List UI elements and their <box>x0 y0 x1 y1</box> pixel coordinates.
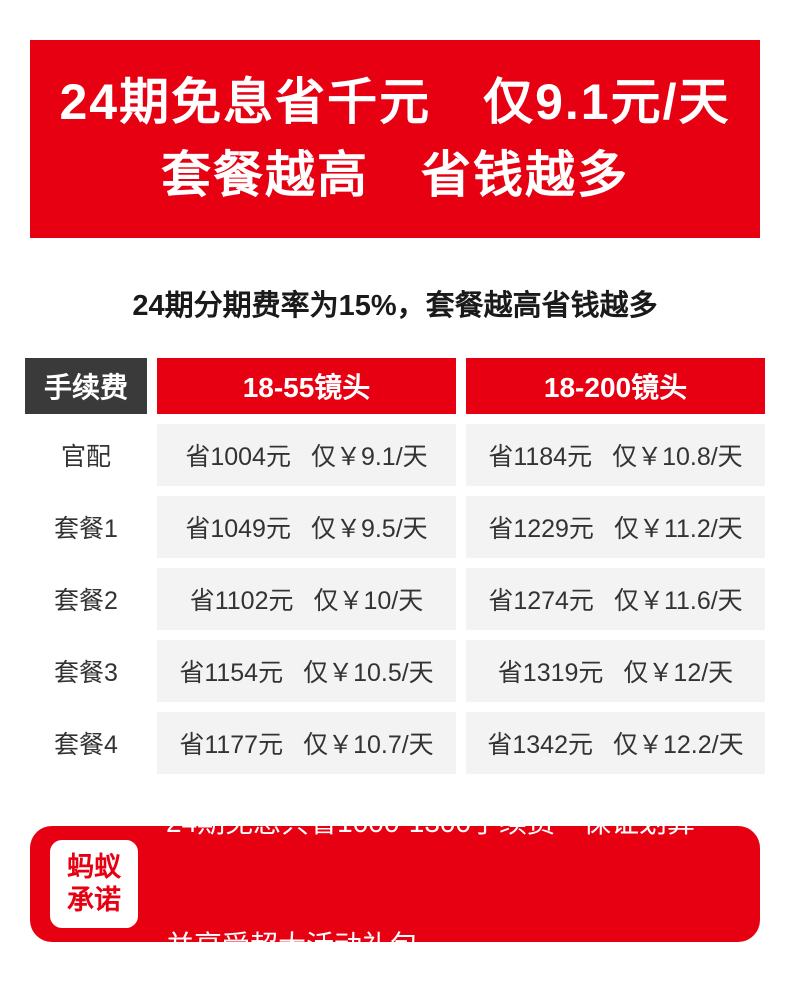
fee-cell: 省1102元 仅￥10/天 <box>157 568 456 630</box>
daily-price: 仅￥11.6/天 <box>613 587 743 615</box>
fee-cell: 省1319元 仅￥12/天 <box>466 640 765 702</box>
hero-headline-line1: 24期免息省千元 仅9.1元/天 <box>59 74 731 130</box>
saving-amount: 省1229元 <box>488 515 594 543</box>
promise-text-line1: 24期免息共省1000-1300手续费 保证划算 <box>166 807 696 838</box>
row-label: 套餐4 <box>25 712 147 774</box>
daily-price: 仅￥10.5/天 <box>303 659 434 687</box>
daily-price: 仅￥12.2/天 <box>613 731 744 759</box>
saving-amount: 省1184元 <box>488 443 593 471</box>
promise-text-line2: 并享受超大活动礼包 <box>166 930 419 961</box>
saving-amount: 省1154元 <box>179 659 284 687</box>
row-label: 套餐1 <box>25 496 147 558</box>
saving-amount: 省1342元 <box>487 731 593 759</box>
daily-price: 仅￥9.5/天 <box>310 515 428 543</box>
daily-price: 仅￥9.1/天 <box>310 443 428 471</box>
daily-price: 仅￥10.7/天 <box>303 731 434 759</box>
row-label: 套餐3 <box>25 640 147 702</box>
rate-subtitle: 24期分期费率为15%，套餐越高省钱越多 <box>132 290 658 322</box>
promise-badge-line2: 承诺 <box>67 885 121 915</box>
fee-cell: 省1004元 仅￥9.1/天 <box>157 424 456 486</box>
saving-amount: 省1049元 <box>185 515 291 543</box>
table-row: 官配 省1004元 仅￥9.1/天 省1184元 仅￥10.8/天 <box>25 424 765 486</box>
table-header-row: 手续费 18-55镜头 18-200镜头 <box>25 358 765 414</box>
daily-price: 仅￥10/天 <box>313 587 424 615</box>
saving-amount: 省1177元 <box>179 731 284 759</box>
table-body: 官配 省1004元 仅￥9.1/天 省1184元 仅￥10.8/天 套餐1 省1049元 仅￥… <box>25 424 765 774</box>
row-label: 套餐2 <box>25 568 147 630</box>
fee-cell: 省1274元 仅￥11.6/天 <box>466 568 765 630</box>
col-header-fee: 手续费 <box>25 358 147 414</box>
saving-amount: 省1102元 <box>189 587 294 615</box>
promise-badge-line1: 蚂蚁 <box>67 852 121 882</box>
table-row: 套餐2 省1102元 仅￥10/天 省1274元 仅￥11.6/天 <box>25 568 765 630</box>
promise-banner: 蚂蚁 承诺 24期免息共省1000-1300手续费 保证划算 并享受超大活动礼包 <box>30 807 760 961</box>
table-row: 套餐3 省1154元 仅￥10.5/天 省1319元 仅￥12/天 <box>25 640 765 702</box>
hero-banner: 24期免息省千元 仅9.1元/天 套餐越高 省钱越多 <box>30 40 760 238</box>
saving-amount: 省1319元 <box>497 659 604 687</box>
fee-cell: 省1229元 仅￥11.2/天 <box>466 496 765 558</box>
row-label: 官配 <box>25 424 147 486</box>
col-header-18-55-lens: 18-55镜头 <box>157 358 456 414</box>
daily-price: 仅￥12/天 <box>623 659 734 687</box>
fee-table: 手续费 18-55镜头 18-200镜头 官配 省1004元 仅￥9.1/天 省118… <box>25 358 765 774</box>
promise-text: 24期免息共省1000-1300手续费 保证划算 并享受超大活动礼包 <box>166 720 695 986</box>
hero-headline-line2: 套餐越高 省钱越多 <box>161 147 629 203</box>
saving-amount: 省1004元 <box>185 443 291 471</box>
fee-cell: 省1342元 仅￥12.2/天 <box>466 712 765 774</box>
saving-amount: 省1274元 <box>488 587 594 615</box>
table-row: 套餐4 省1177元 仅￥10.7/天 省1342元 仅￥12.2/天 <box>25 712 765 774</box>
table-row: 套餐1 省1049元 仅￥9.5/天 省1229元 仅￥11.2/天 <box>25 496 765 558</box>
daily-price: 仅￥10.8/天 <box>612 443 743 471</box>
fee-cell: 省1177元 仅￥10.7/天 <box>157 712 456 774</box>
daily-price: 仅￥11.2/天 <box>613 515 743 543</box>
fee-cell: 省1184元 仅￥10.8/天 <box>466 424 765 486</box>
col-header-18-200-lens: 18-200镜头 <box>466 358 765 414</box>
fee-cell: 省1049元 仅￥9.5/天 <box>157 496 456 558</box>
fee-cell: 省1154元 仅￥10.5/天 <box>157 640 456 702</box>
promise-badge: 蚂蚁 承诺 <box>50 840 138 928</box>
